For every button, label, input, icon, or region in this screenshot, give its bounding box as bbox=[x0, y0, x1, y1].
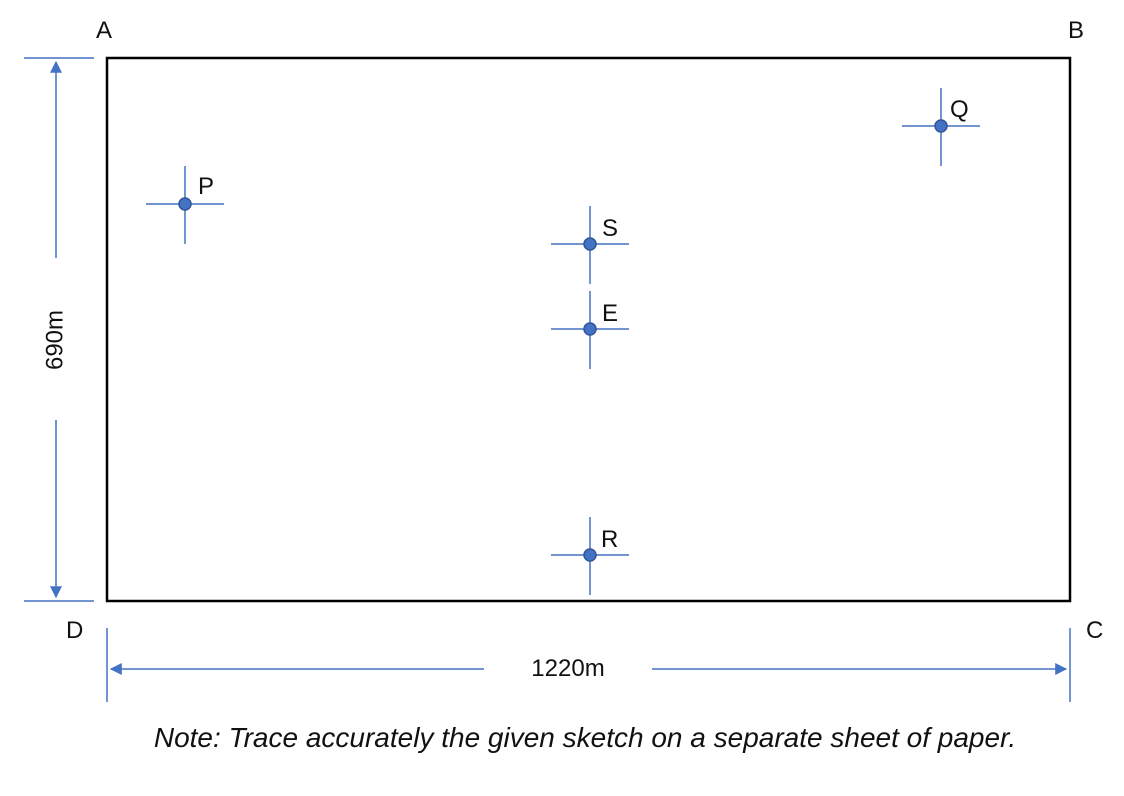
width-dimension-label: 1220m bbox=[531, 655, 604, 682]
point-e-label: E bbox=[602, 300, 618, 327]
point-p-marker bbox=[146, 166, 224, 244]
corner-a-label: A bbox=[96, 17, 112, 44]
point-q-label: Q bbox=[950, 96, 969, 123]
point-e-marker bbox=[551, 291, 629, 369]
point-s-marker bbox=[551, 206, 629, 284]
corner-c-label: C bbox=[1086, 617, 1103, 644]
point-q-marker bbox=[902, 88, 980, 166]
note-text: Note: Trace accurately the given sketch … bbox=[153, 722, 1017, 753]
corner-b-label: B bbox=[1068, 17, 1084, 44]
width-dimension: 1220m bbox=[106, 628, 1071, 702]
height-dimension-label: 690m bbox=[41, 310, 68, 370]
site-boundary bbox=[105, 56, 1072, 603]
height-dimension: 690m bbox=[24, 57, 94, 602]
point-r-marker bbox=[551, 517, 629, 595]
point-p-label: P bbox=[198, 173, 214, 200]
point-s-label: S bbox=[602, 215, 618, 242]
point-r-label: R bbox=[601, 526, 618, 553]
corner-d-label: D bbox=[66, 617, 83, 644]
